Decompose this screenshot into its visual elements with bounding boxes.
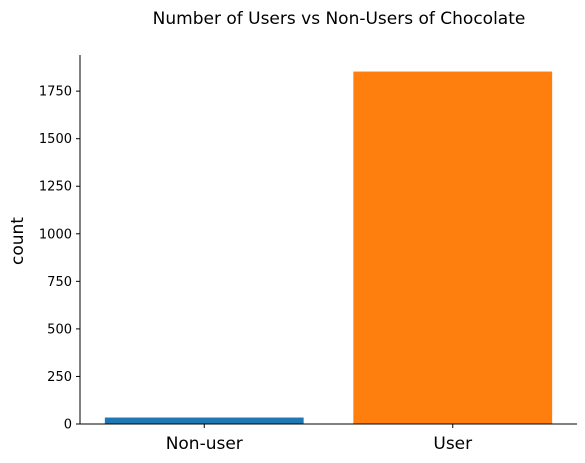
x-tick-label: User bbox=[433, 434, 472, 454]
y-tick-label: 1250 bbox=[39, 180, 72, 195]
y-tick-label: 1750 bbox=[39, 85, 72, 100]
y-tick-label: 1500 bbox=[39, 132, 72, 147]
bar-non-user bbox=[104, 417, 304, 424]
x-ticks: Non-user User bbox=[166, 424, 472, 454]
y-tick-label: 750 bbox=[47, 275, 72, 290]
y-tick-label: 250 bbox=[47, 370, 72, 385]
bar-user bbox=[353, 71, 553, 424]
y-tick-label: 500 bbox=[47, 322, 72, 337]
chart-title: Number of Users vs Non-Users of Chocolat… bbox=[153, 9, 526, 29]
y-axis-label: count bbox=[8, 217, 28, 265]
x-tick-label: Non-user bbox=[166, 434, 243, 454]
y-tick-label: 0 bbox=[64, 418, 72, 433]
y-tick-label: 1000 bbox=[39, 227, 72, 242]
bars bbox=[104, 71, 553, 424]
y-ticks: 0 250 500 750 1000 1250 1500 1750 bbox=[39, 85, 80, 433]
